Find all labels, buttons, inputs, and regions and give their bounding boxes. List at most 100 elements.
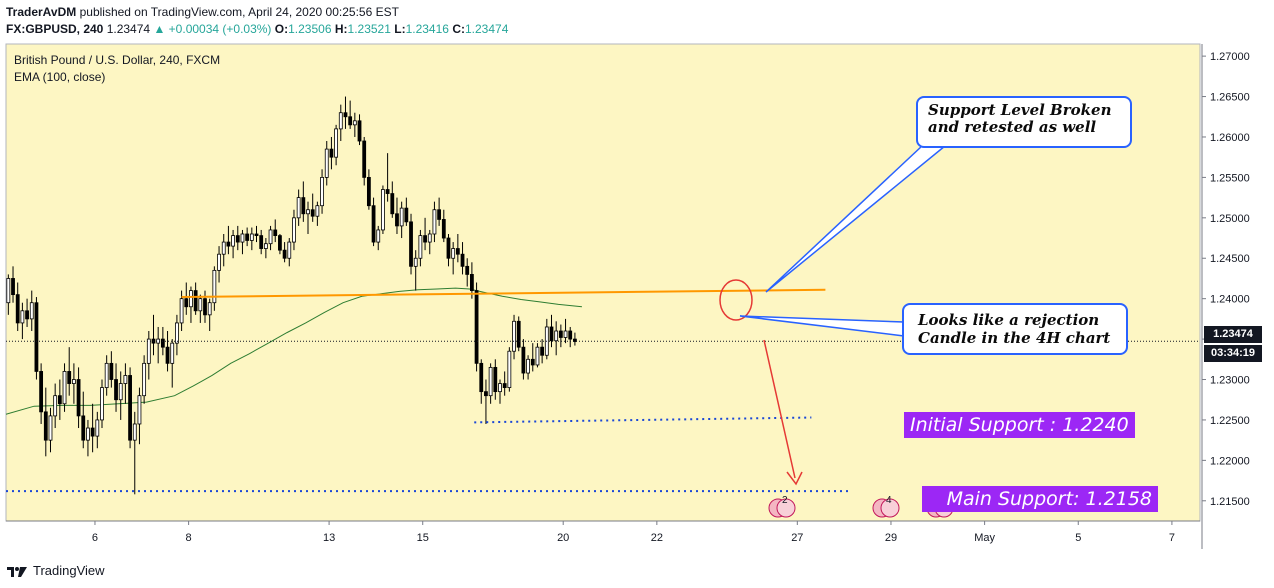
callout-support-broken[interactable]: Support Level Broken and retested as wel…: [916, 96, 1132, 148]
bearish-candle: [568, 326, 573, 348]
candle-body: [39, 371, 44, 413]
symbol-label[interactable]: FX:GBPUSD, 240: [6, 22, 104, 36]
bullish-candle: [306, 201, 310, 234]
bullish-candle: [175, 314, 179, 356]
bearish-candle: [404, 197, 409, 226]
symbol-info: FX:GBPUSD, 240 1.23474 ▲ +0.00034 (+0.03…: [6, 22, 508, 36]
callout-rejection[interactable]: Looks like a rejection Candle in the 4H …: [902, 303, 1128, 355]
bearish-candle: [235, 225, 240, 251]
candle-body: [399, 207, 404, 227]
main-support-label[interactable]: Main Support: 1.2158: [922, 486, 1158, 512]
bearish-candle: [348, 100, 353, 129]
candle-body: [432, 209, 437, 235]
bullish-candle: [123, 363, 128, 404]
candle-body: [57, 395, 62, 405]
candle-body: [128, 375, 132, 441]
bearish-candle: [43, 387, 48, 457]
candle-body: [245, 233, 250, 241]
candle-body: [362, 140, 367, 178]
time-axis[interactable]: 6 8 13 15 20 22 27 29 May 5 7: [6, 520, 1200, 544]
candle-body: [357, 120, 362, 142]
candle-body: [179, 298, 184, 324]
candle-body: [193, 290, 198, 312]
bearish-candle: [254, 225, 259, 243]
candle-body: [418, 235, 423, 259]
candle-body: [212, 269, 217, 304]
candle-body: [132, 423, 137, 441]
bullish-candle: [142, 355, 147, 404]
candle-body: [484, 391, 488, 397]
bearish-candle: [81, 391, 86, 449]
candle-body: [324, 148, 329, 178]
candle-body: [146, 338, 151, 364]
candle-body: [455, 248, 460, 255]
candle-body: [184, 298, 189, 308]
bullish-candle: [53, 383, 58, 429]
candle-body: [465, 265, 470, 275]
bullish-candle: [20, 302, 25, 340]
author-name[interactable]: TraderAvDM: [6, 5, 77, 19]
bullish-candle: [71, 363, 76, 404]
candle-body: [390, 193, 395, 215]
time-tick-label: 15: [417, 532, 429, 544]
bullish-candle: [48, 407, 53, 453]
bearish-candle: [455, 233, 460, 263]
indicator-label[interactable]: EMA (100, close): [14, 70, 105, 84]
candle-body: [376, 229, 381, 243]
candle-body: [165, 346, 170, 364]
initial-support-label[interactable]: Initial Support : 1.2240: [904, 412, 1135, 438]
footer-brand[interactable]: TradingView: [6, 563, 105, 578]
candle-body: [441, 219, 446, 239]
time-tick-label: 8: [186, 532, 192, 544]
bullish-candle: [179, 290, 184, 332]
bearish-candle: [530, 343, 535, 372]
last-price: 1.23474: [106, 22, 151, 36]
time-tick-label: 6: [92, 532, 98, 544]
bullish-candle: [62, 363, 67, 412]
bullish-candle: [207, 298, 212, 332]
candle-body: [86, 427, 90, 441]
bullish-candle: [399, 201, 404, 239]
bearish-candle: [193, 282, 198, 315]
candle-body: [493, 366, 498, 393]
publish-info: TraderAvDM published on TradingView.com,…: [6, 5, 399, 19]
bullish-candle: [240, 229, 245, 255]
candle-body: [301, 197, 306, 215]
candle-body: [268, 229, 273, 245]
price-axis[interactable]: 1.27000 1.26500 1.26000 1.25500 1.25000 1.245…: [1201, 44, 1250, 549]
candle-body: [381, 189, 385, 231]
candle-body: [306, 209, 310, 215]
bullish-candle: [95, 411, 100, 449]
candle-body: [20, 310, 25, 324]
candle-body: [207, 302, 212, 316]
bullish-candle: [526, 355, 530, 380]
candle-body: [189, 290, 193, 308]
candle-body: [460, 253, 465, 267]
price-tick-label: 1.23000: [1210, 375, 1250, 387]
bearish-candle: [540, 339, 545, 364]
bearish-candle: [460, 242, 465, 275]
candle-body: [142, 362, 147, 397]
candle-body: [488, 366, 493, 397]
candle-body: [469, 274, 474, 291]
candle-body: [516, 320, 521, 348]
publish-date: published on TradingView.com, April 24, …: [79, 5, 399, 19]
bearish-candle: [114, 363, 118, 412]
bullish-candle: [296, 189, 301, 226]
bullish-candle: [488, 363, 493, 404]
down-arrow-head: [786, 471, 803, 486]
open-label: O:: [274, 22, 289, 36]
candle-body: [427, 233, 432, 243]
bullish-candle: [413, 250, 418, 291]
time-tick-label: 27: [791, 532, 803, 544]
bearish-candle: [301, 181, 306, 222]
candle-body: [43, 411, 48, 441]
bearish-candle: [366, 169, 371, 210]
candle-body: [170, 342, 175, 364]
bullish-candle: [427, 229, 432, 255]
candle-body: [507, 350, 512, 389]
down-arrow-shaft: [763, 339, 796, 479]
bearish-candle: [474, 282, 479, 372]
candle-body: [263, 243, 268, 249]
candle-body: [137, 395, 142, 425]
